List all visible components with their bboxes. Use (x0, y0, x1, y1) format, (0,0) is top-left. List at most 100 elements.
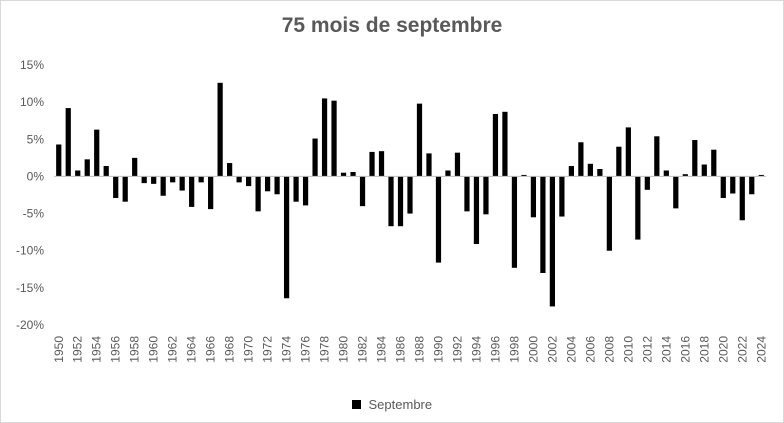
bar-2014 (663, 170, 669, 177)
bar-1956 (113, 176, 119, 198)
bar-1977 (312, 138, 318, 177)
bar-1972 (264, 176, 271, 192)
bar-1978 (321, 98, 328, 177)
x-tick-label: 2000 (526, 336, 540, 363)
bar-2007 (597, 169, 603, 177)
x-tick-label: 2006 (583, 336, 597, 363)
x-tick-label: 1974 (280, 336, 294, 363)
x-tick-label: 2018 (697, 336, 711, 363)
legend-swatch (351, 400, 361, 410)
bar-1950 (56, 144, 62, 177)
x-tick-label: 1990 (431, 336, 445, 363)
bar-2010 (625, 127, 631, 177)
x-tick-label: 1970 (242, 336, 256, 363)
bar-1999 (521, 174, 527, 177)
bar-1980 (340, 172, 347, 177)
bar-1957 (122, 176, 128, 202)
bar-1955 (103, 166, 109, 177)
x-tick-label: 1956 (109, 336, 123, 363)
x-tick-label: 1982 (356, 336, 370, 363)
bar-2018 (701, 164, 707, 177)
bar-2023 (749, 176, 755, 195)
bar-1953 (84, 159, 90, 177)
bar-2016 (682, 174, 688, 177)
x-tick-label: 1984 (375, 336, 389, 363)
bar-1991 (445, 170, 451, 177)
x-tick-label: 1994 (469, 336, 483, 363)
bar-1988 (416, 103, 423, 177)
bar-1996 (492, 114, 499, 177)
bar-2015 (673, 176, 679, 209)
y-tick-label: 5% (27, 132, 45, 146)
bar-2022 (739, 176, 745, 221)
bar-1981 (350, 171, 356, 177)
x-tick-label: 1964 (185, 336, 199, 363)
bar-2001 (540, 176, 546, 273)
bar-2013 (654, 136, 660, 177)
y-tick-label: -20% (16, 318, 44, 332)
legend: Septembre (0, 396, 784, 412)
bar-2006 (587, 163, 593, 177)
bar-1983 (369, 151, 375, 177)
bar-1962 (170, 176, 176, 183)
bar-1994 (473, 176, 480, 245)
x-tick-label: 1950 (52, 336, 66, 363)
x-tick-label: 1958 (128, 336, 142, 363)
x-tick-label: 1980 (337, 336, 351, 363)
bar-1952 (75, 170, 81, 177)
x-tick-label: 2002 (545, 336, 559, 363)
bar-2017 (692, 140, 698, 177)
x-tick-label: 2022 (735, 336, 749, 363)
x-tick-label: 1992 (450, 336, 464, 363)
bar-1960 (151, 176, 157, 184)
x-tick-label: 1998 (507, 336, 521, 363)
bar-1982 (359, 176, 366, 207)
bar-1961 (160, 176, 166, 196)
bar-1976 (302, 176, 309, 206)
bar-1967 (217, 82, 223, 177)
bar-1969 (236, 176, 242, 183)
bar-1993 (464, 176, 470, 212)
bar-1968 (227, 163, 233, 177)
bar-2000 (530, 176, 537, 218)
y-tick-label: 10% (20, 95, 44, 109)
bar-1979 (331, 100, 337, 177)
bar-2012 (644, 176, 650, 190)
y-tick-label: -5% (23, 207, 45, 221)
x-tick-label: 1976 (299, 336, 313, 363)
bar-2008 (606, 176, 612, 251)
bar-1985 (388, 176, 394, 227)
x-tick-label: 2012 (640, 336, 654, 363)
x-tick-label: 2008 (602, 336, 616, 363)
x-tick-label: 1978 (318, 336, 332, 363)
x-tick-label: 1960 (147, 336, 161, 363)
y-tick-label: -10% (16, 244, 44, 258)
y-tick-label: -15% (16, 281, 44, 295)
bar-1965 (198, 176, 204, 183)
bar-1958 (132, 157, 138, 177)
bar-2020 (720, 176, 726, 198)
y-tick-label: 15% (20, 58, 44, 72)
bar-2003 (559, 176, 565, 217)
bar-2021 (730, 176, 736, 194)
legend-label: Septembre (368, 397, 433, 413)
x-tick-label: 2020 (716, 336, 730, 363)
bar-1971 (255, 176, 261, 212)
bar-1951 (65, 108, 71, 177)
x-tick-label: 2004 (564, 336, 578, 363)
bar-2011 (635, 176, 641, 240)
x-tick-label: 2010 (621, 336, 635, 363)
bar-1974 (283, 176, 290, 299)
bar-1970 (246, 176, 252, 187)
bar-1959 (141, 176, 147, 184)
bar-1986 (397, 176, 404, 227)
x-tick-label: 1988 (412, 336, 426, 363)
bar-1966 (208, 176, 214, 210)
x-tick-label: 1968 (223, 336, 237, 363)
bar-1963 (179, 176, 185, 191)
bar-2019 (711, 149, 717, 177)
bar-1987 (407, 176, 413, 214)
x-tick-label: 1972 (261, 336, 275, 363)
x-tick-label: 1962 (166, 336, 180, 363)
bar-1997 (502, 111, 508, 177)
